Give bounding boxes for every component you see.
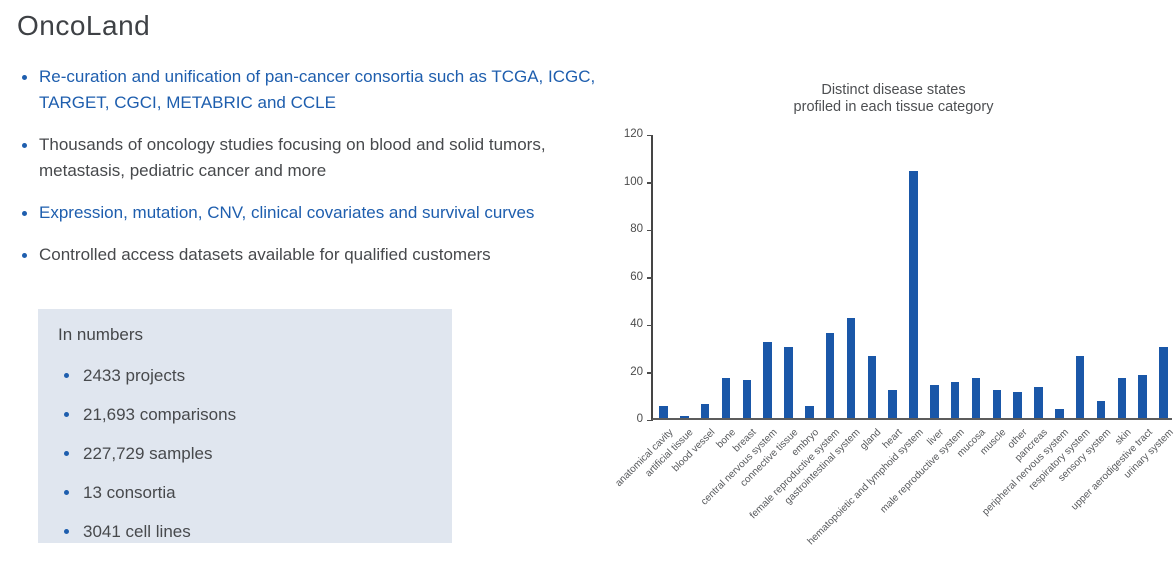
feature-bullet-text: Controlled access datasets available for… bbox=[39, 245, 491, 264]
chart-title-line-1: Distinct disease states bbox=[821, 82, 966, 98]
y-tick-label: 60 bbox=[630, 270, 643, 283]
feature-bullet-text: Thousands of oncology studies focusing o… bbox=[39, 135, 546, 180]
numbers-item: 3041 cell lines bbox=[58, 519, 432, 544]
bullet-marker-icon bbox=[64, 451, 69, 456]
chart-title-line-2: profiled in each tissue category bbox=[793, 99, 994, 115]
y-tick-label: 40 bbox=[630, 318, 643, 330]
y-tick-label: 0 bbox=[636, 413, 643, 425]
y-tick-mark bbox=[647, 134, 653, 136]
bar-artificial-tissue bbox=[680, 415, 689, 418]
numbers-item-text: 21,693 comparisons bbox=[83, 405, 237, 424]
in-numbers-box: In numbers 2433 projects 21,693 compariso… bbox=[38, 309, 452, 543]
bar-urinary-system bbox=[1159, 346, 1168, 418]
y-tick-mark bbox=[647, 372, 653, 374]
bar-central-nervous-system bbox=[763, 342, 772, 418]
y-tick-label: 80 bbox=[630, 223, 643, 235]
feature-bullet-text: Expression, mutation, CNV, clinical cova… bbox=[39, 203, 535, 222]
bar-gastrointestinal-system bbox=[846, 318, 856, 418]
bar-mucosa bbox=[971, 377, 981, 418]
bullet-marker-icon bbox=[22, 75, 27, 80]
bar-heart bbox=[888, 389, 897, 418]
feature-bullet-text: Re-curation and unification of pan-cance… bbox=[39, 67, 596, 112]
y-tick-mark bbox=[647, 324, 653, 326]
bar-chart: Distinct disease states profiled in each… bbox=[608, 80, 1176, 563]
y-tick-mark bbox=[647, 229, 653, 231]
numbers-item: 227,729 samples bbox=[58, 441, 432, 466]
bullet-marker-icon bbox=[22, 143, 27, 148]
feature-bullet: Thousands of oncology studies focusing o… bbox=[18, 132, 618, 184]
bullet-marker-icon bbox=[64, 373, 69, 378]
bar-other bbox=[1013, 391, 1022, 418]
bar-breast bbox=[742, 380, 752, 418]
numbers-item-text: 227,729 samples bbox=[83, 444, 213, 463]
bullet-marker-icon bbox=[22, 253, 27, 258]
bar-anatomical-cavity bbox=[659, 406, 668, 418]
numbers-item-text: 2433 projects bbox=[83, 366, 186, 385]
chart-title: Distinct disease states profiled in each… bbox=[633, 82, 1154, 116]
bar-connective-tissue bbox=[784, 346, 793, 418]
bullet-marker-icon bbox=[64, 529, 69, 534]
in-numbers-title: In numbers bbox=[58, 325, 144, 344]
page-title: OncoLand bbox=[17, 10, 151, 41]
chart-plot-area: 0 20 40 60 80 100 120 bbox=[624, 128, 1172, 425]
bar-female-reproductive-system bbox=[825, 332, 835, 418]
bar-gland bbox=[867, 356, 877, 418]
feature-bullet: Re-curation and unification of pan-cance… bbox=[18, 64, 618, 116]
bar-hematopoietic-and-lymphoid-system bbox=[909, 171, 918, 418]
numbers-item: 21,693 comparisons bbox=[58, 402, 432, 427]
y-tick-mark bbox=[647, 419, 653, 421]
bar-embryo bbox=[805, 406, 814, 418]
feature-bullet: Controlled access datasets available for… bbox=[18, 242, 618, 268]
bullet-marker-icon bbox=[22, 211, 27, 216]
bar-pancreas bbox=[1034, 387, 1043, 418]
y-tick-label: 120 bbox=[623, 128, 643, 140]
bar-bone bbox=[721, 377, 731, 418]
bar-peripheral-nervous-system bbox=[1055, 408, 1064, 418]
feature-bullet-list: Re-curation and unification of pan-cance… bbox=[18, 64, 618, 284]
numbers-item: 13 consortia bbox=[58, 480, 432, 505]
chart-x-axis-labels: anatomical cavity artificial tissue blood … bbox=[613, 420, 1175, 560]
bar-respiratory-system bbox=[1075, 356, 1085, 418]
bar-male-reproductive-system bbox=[950, 382, 960, 418]
in-numbers-list: 2433 projects 21,693 comparisons 227,729 s… bbox=[58, 363, 432, 544]
numbers-item-text: 3041 cell lines bbox=[83, 522, 191, 541]
bar-muscle bbox=[992, 389, 1002, 418]
bar-liver bbox=[930, 384, 939, 418]
y-tick-label: 100 bbox=[623, 175, 643, 188]
bullet-marker-icon bbox=[64, 412, 69, 417]
numbers-item: 2433 projects bbox=[58, 363, 432, 388]
bar-blood-vessel bbox=[700, 403, 710, 418]
numbers-item-text: 13 consortia bbox=[83, 483, 176, 502]
bullet-marker-icon bbox=[64, 490, 69, 495]
x-tick-label: gland bbox=[858, 427, 884, 453]
feature-bullet: Expression, mutation, CNV, clinical cova… bbox=[18, 200, 618, 226]
bar-upper-aerodigestive-tract bbox=[1138, 375, 1147, 418]
bar-sensory-system bbox=[1096, 401, 1106, 418]
y-tick-label: 20 bbox=[630, 365, 643, 378]
y-tick-mark bbox=[647, 182, 653, 184]
bar-skin bbox=[1117, 377, 1127, 418]
y-tick-mark bbox=[647, 277, 653, 279]
